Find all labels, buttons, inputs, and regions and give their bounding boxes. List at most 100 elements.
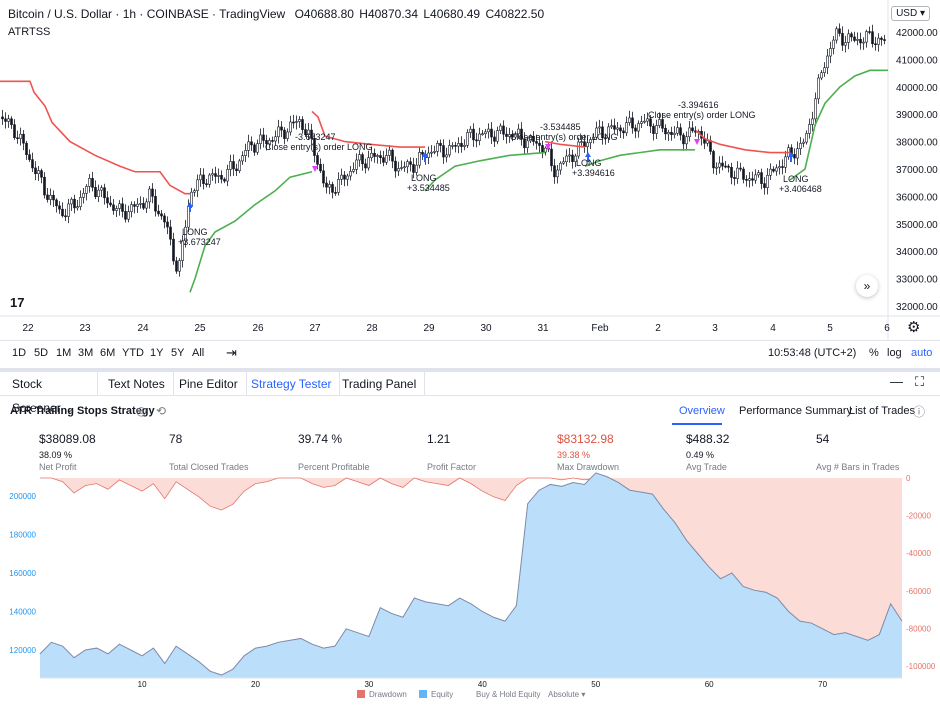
candle-body [241, 155, 244, 162]
candle-body [307, 129, 310, 135]
close-entry-icon [545, 144, 551, 150]
candle-body [88, 178, 91, 187]
candle-body [160, 213, 163, 217]
legend-buy-hold[interactable]: Buy & Hold Equity [476, 690, 541, 699]
indicator-label[interactable]: ATRTSS [8, 26, 51, 38]
range-6m[interactable]: 6M [100, 347, 116, 359]
candle-body [292, 121, 295, 124]
range-all[interactable]: All [192, 347, 205, 359]
candle-body [829, 48, 832, 57]
absolute-dropdown[interactable]: Absolute ▾ [548, 690, 586, 699]
candle-body [412, 164, 415, 173]
candle-body [217, 175, 220, 177]
equity-tick-label: 140000 [9, 608, 36, 617]
long-entry-marker[interactable]: LONG+3.673247 [178, 202, 221, 247]
candle-body [28, 154, 31, 160]
candle-body [181, 240, 184, 261]
clock-time[interactable]: 10:53:48 (UTC+2) [768, 347, 857, 359]
candle-body [712, 151, 715, 169]
tab-stock-screener[interactable]: Stock Screener ⌄ [4, 372, 98, 415]
candle-body [139, 203, 142, 205]
range-3m[interactable]: 3M [78, 347, 94, 359]
candle-body [286, 131, 289, 139]
candle-body [844, 42, 847, 46]
candle-body [325, 182, 328, 188]
candle-body [706, 140, 709, 144]
candle-body [592, 136, 595, 140]
candle-body [202, 174, 205, 184]
candle-body [262, 134, 265, 141]
currency-button[interactable]: USD ▾ [891, 6, 930, 21]
range-5y[interactable]: 5Y [171, 347, 185, 359]
long-stop-segment [789, 69, 888, 181]
range-1d[interactable]: 1D [12, 347, 27, 359]
candle-body [226, 169, 229, 182]
log-toggle[interactable]: log [887, 347, 902, 359]
strategy-name[interactable]: ATR Trailing Stops Strategy [10, 405, 155, 417]
subtab-list-of-trades[interactable]: List of Trades [849, 405, 916, 417]
candle-body [313, 138, 316, 156]
range-1y[interactable]: 1Y [150, 347, 164, 359]
candle-body [805, 133, 808, 143]
equity-chart[interactable]: 200000 180000 160000 140000 120000 0 -20000 -40… [0, 470, 940, 690]
long-entry-marker[interactable]: LONG+3.406468 [779, 152, 822, 194]
long-entry-marker[interactable]: LONG+3.394616 [572, 152, 615, 178]
candle-body [493, 136, 496, 142]
candle-body [868, 31, 871, 33]
candle-body [568, 154, 571, 157]
percent-toggle[interactable]: % [869, 347, 879, 359]
auto-toggle[interactable]: auto [911, 347, 933, 359]
settings-icon[interactable]: ◎ [136, 404, 147, 418]
price-tick-label: 41000.00 [896, 55, 938, 66]
trade-size-label: +3.394616 [572, 168, 615, 178]
long-entry-marker[interactable]: LONG+3.534485 [407, 152, 450, 193]
metric-label: Profit Factor [427, 462, 477, 472]
range-ytd[interactable]: YTD [122, 347, 144, 359]
candle-body [523, 138, 526, 149]
symbol-title[interactable]: Bitcoin / U.S. Dollar · 1h · COINBASE · … [8, 7, 286, 21]
candle-body [616, 127, 619, 130]
short-stop-segment [0, 80, 190, 195]
source-code-icon[interactable]: ⟲ [156, 404, 167, 418]
candle-body [439, 143, 442, 146]
candle-body [67, 203, 70, 217]
long-stop-segment [584, 149, 695, 168]
candle-body [769, 168, 772, 176]
metric-value: $488.32 [686, 432, 730, 446]
candles [1, 23, 886, 277]
candle-body [367, 157, 370, 169]
tab-trading-panel[interactable]: Trading Panel [334, 372, 426, 396]
tab-pine-editor[interactable]: Pine Editor [171, 372, 247, 396]
price-chart-pane[interactable]: 42000.00 41000.00 40000.00 39000.00 38000.00… [0, 0, 940, 340]
date-range-icon[interactable]: ⇥ [226, 345, 237, 360]
price-chart[interactable]: 42000.00 41000.00 40000.00 39000.00 38000.00… [0, 0, 940, 340]
subtab-overview[interactable]: Overview [679, 405, 725, 417]
candle-body [7, 118, 10, 122]
candle-body [283, 129, 286, 139]
range-1m[interactable]: 1M [56, 347, 72, 359]
maximize-icon[interactable]: ⛶ [915, 374, 925, 389]
trade-number-tick: 50 [591, 680, 600, 689]
candle-body [733, 177, 736, 179]
candle-body [613, 125, 616, 130]
chevron-down-icon[interactable]: ⌄ [66, 404, 74, 414]
gear-icon[interactable]: ⚙ [907, 319, 921, 336]
arrow-up-icon [585, 152, 591, 162]
candle-body [685, 136, 688, 145]
subtab-performance-summary[interactable]: Performance Summary [739, 405, 853, 417]
legend-equity[interactable]: Equity [419, 690, 453, 699]
candle-body [103, 187, 106, 199]
legend-drawdown[interactable]: Drawdown [357, 690, 407, 699]
candle-body [742, 168, 745, 180]
help-icon[interactable]: ⓘ [913, 405, 926, 419]
minimize-icon[interactable]: — [890, 374, 903, 389]
chart-legend: Bitcoin / U.S. Dollar · 1h · COINBASE · … [8, 6, 546, 40]
tab-text-notes[interactable]: Text Notes [100, 372, 174, 396]
trade-size-label: -3.394616 [678, 100, 719, 110]
chevron-double-right-icon[interactable]: » [856, 275, 878, 297]
range-5d[interactable]: 5D [34, 347, 49, 359]
tab-strategy-tester[interactable]: Strategy Tester [243, 372, 341, 396]
